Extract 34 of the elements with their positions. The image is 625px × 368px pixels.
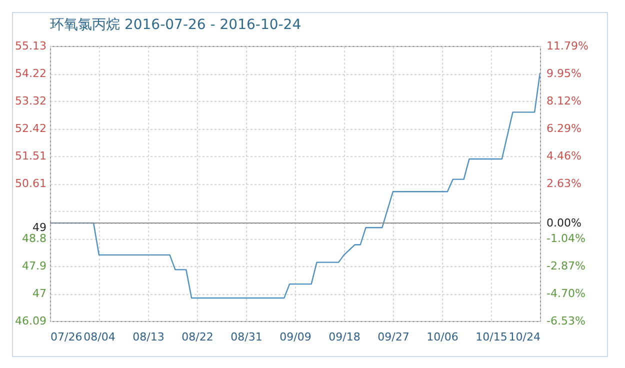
x-tick-label: 08/31 bbox=[230, 330, 262, 344]
x-tick-label: 09/18 bbox=[328, 330, 360, 344]
y2-tick-label: 2.63% bbox=[546, 177, 582, 190]
y2-tick-label: -4.70% bbox=[546, 287, 586, 300]
chart-title: 环氧氯丙烷 2016-07-26 - 2016-10-24 bbox=[50, 17, 302, 33]
x-tick-label: 08/13 bbox=[132, 330, 164, 344]
x-tick-label: 10/06 bbox=[426, 330, 458, 344]
y2-tick-label: 0.00% bbox=[546, 216, 582, 230]
x-tick-label: 09/27 bbox=[378, 330, 410, 344]
y-tick-label: 55.13 bbox=[15, 40, 46, 52]
y2-tick-label: 4.46% bbox=[546, 150, 582, 163]
x-tick-label: 10/24 bbox=[508, 330, 540, 344]
y-tick-label: 48.8 bbox=[22, 232, 46, 246]
x-tick-label: 07/26 bbox=[50, 330, 82, 344]
y-tick-label: 50.61 bbox=[15, 177, 46, 190]
y-tick-label: 53.32 bbox=[15, 94, 46, 108]
y-tick-label: 46.09 bbox=[15, 314, 46, 328]
x-tick-label: 09/09 bbox=[280, 330, 312, 344]
y2-tick-label: 11.79% bbox=[546, 40, 588, 52]
x-tick-label: 08/22 bbox=[182, 330, 214, 344]
y-tick-label: 47 bbox=[32, 286, 46, 300]
y2-tick-label: 6.29% bbox=[546, 122, 582, 136]
y2-tick-label: -2.87% bbox=[546, 260, 586, 273]
x-tick-label: 10/15 bbox=[476, 330, 508, 344]
y-tick-label: 52.42 bbox=[15, 122, 46, 135]
y2-tick-label: -1.04% bbox=[546, 232, 586, 246]
y-tick-label: 54.22 bbox=[15, 67, 46, 80]
y-tick-label: 47.9 bbox=[22, 259, 46, 272]
x-tick-label: 08/04 bbox=[84, 330, 116, 344]
y2-tick-label: 9.95% bbox=[546, 67, 582, 80]
y2-tick-label: 8.12% bbox=[546, 94, 582, 108]
y-tick-label: 49 bbox=[32, 220, 46, 234]
y-tick-label: 51.51 bbox=[15, 150, 46, 163]
y2-tick-label: -6.53% bbox=[546, 314, 586, 328]
